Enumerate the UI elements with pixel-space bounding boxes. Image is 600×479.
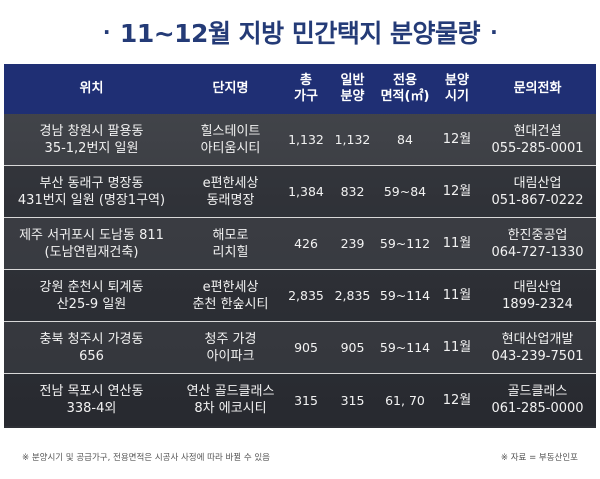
cell-general: 2,835	[334, 288, 371, 303]
cell-period: 11월	[442, 288, 472, 303]
header-general-sale: 일반 분양	[340, 73, 365, 104]
cell-total: 1,384	[288, 184, 324, 199]
table-row: 전남 목포시 연산동 338-4외 연산 골드클래스 8차 에코시티 315 315…	[4, 374, 596, 426]
table-header: 위치 단지명 총 가구 일반 분양 전용 면적(㎡) 분양 시기 문의전화	[4, 64, 596, 114]
cell-contact: 대림산업 1899-2324	[502, 279, 573, 312]
header-location: 위치	[79, 81, 104, 96]
cell-general: 905	[340, 340, 365, 355]
header-sale-period: 분양 시기	[445, 73, 469, 104]
title-text: 11~12월 지방 민간택지 분양물량	[119, 19, 481, 48]
cell-complex: e편한세상 춘천 한숲시티	[192, 279, 269, 312]
cell-area: 61, 70	[385, 392, 425, 408]
footnote: ※ 분양시기 및 공급가구, 전용면적은 시공사 사정에 따라 바뀔 수 있음	[22, 453, 270, 463]
cell-area: 59~84	[383, 184, 427, 199]
source-note: ※ 자료 = 부동산인포	[500, 453, 578, 463]
cell-location: 전남 목포시 연산동 338-4외	[39, 384, 144, 416]
cell-complex: 힐스테이트 아티움시티	[200, 123, 261, 156]
cell-total: 2,835	[288, 288, 324, 303]
cell-total: 1,132	[288, 132, 324, 147]
page-title: · 11~12월 지방 민간택지 분양물량 ·	[0, 10, 600, 54]
cell-location: 강원 춘천시 퇴계동 산25-9 일원	[39, 279, 144, 312]
cell-location: 제주 서귀포시 도남동 811 (도남연립재건축)	[19, 227, 164, 260]
cell-period: 12월	[442, 132, 472, 147]
header-total-households: 총 가구	[294, 73, 318, 104]
cell-area: 59~114	[379, 340, 431, 355]
cell-complex: e편한세상 동래명장	[202, 175, 259, 208]
cell-general: 239	[340, 236, 365, 251]
cell-total: 426	[294, 236, 318, 251]
cell-general: 315	[340, 392, 365, 408]
cell-complex: 청주 가경 아이파크	[204, 331, 257, 364]
cell-contact: 한진중공업 064-727-1330	[491, 227, 584, 260]
cell-period: 12월	[442, 184, 472, 199]
cell-complex: 연산 골드클래스 8차 에코시티	[186, 384, 275, 416]
cell-contact: 현대산업개발 043-239-7501	[491, 331, 584, 364]
cell-complex: 해모로 리치힐	[212, 227, 249, 260]
cell-general: 1,132	[334, 132, 371, 147]
cell-contact: 골드클래스 061-285-0000	[491, 384, 584, 416]
table-row: 부산 동래구 명장동 431번지 일원 (명장1구역) e편한세상 동래명장 1,3…	[4, 166, 596, 218]
cell-period: 11월	[442, 340, 472, 355]
cell-location: 경남 창원시 팔용동 35-1,2번지 일원	[39, 123, 144, 156]
cell-area: 59~112	[379, 236, 431, 251]
supply-table: 위치 단지명 총 가구 일반 분양 전용 면적(㎡) 분양 시기 문의전화 경남 창원시…	[4, 64, 596, 428]
table-row: 제주 서귀포시 도남동 811 (도남연립재건축) 해모로 리치힐 426 239 …	[4, 218, 596, 270]
cell-area: 59~114	[379, 288, 431, 303]
cell-period: 12월	[442, 392, 472, 408]
title-bullet-left: ·	[102, 20, 111, 44]
cell-location: 부산 동래구 명장동 431번지 일원 (명장1구역)	[17, 175, 166, 208]
table-row: 경남 창원시 팔용동 35-1,2번지 일원 힐스테이트 아티움시티 1,132 1…	[4, 114, 596, 166]
cell-total: 315	[294, 392, 318, 408]
cell-location: 충북 청주시 가경동 656	[39, 331, 144, 364]
title-bullet-right: ·	[490, 20, 498, 44]
cell-period: 11월	[442, 236, 472, 251]
cell-contact: 현대건설 055-285-0001	[491, 123, 584, 156]
header-complex: 단지명	[212, 81, 249, 96]
cell-total: 905	[294, 340, 318, 355]
header-contact: 문의전화	[513, 81, 562, 96]
cell-contact: 대림산업 051-867-0222	[491, 175, 584, 208]
cell-general: 832	[340, 184, 365, 199]
header-exclusive-area: 전용 면적(㎡)	[380, 73, 430, 104]
table-row: 강원 춘천시 퇴계동 산25-9 일원 e편한세상 춘천 한숲시티 2,835 2,…	[4, 270, 596, 322]
cell-area: 84	[397, 132, 413, 147]
table-row: 충북 청주시 가경동 656 청주 가경 아이파크 905 905 59~114 1…	[4, 322, 596, 374]
table-body: 경남 창원시 팔용동 35-1,2번지 일원 힐스테이트 아티움시티 1,132 1…	[4, 114, 596, 428]
